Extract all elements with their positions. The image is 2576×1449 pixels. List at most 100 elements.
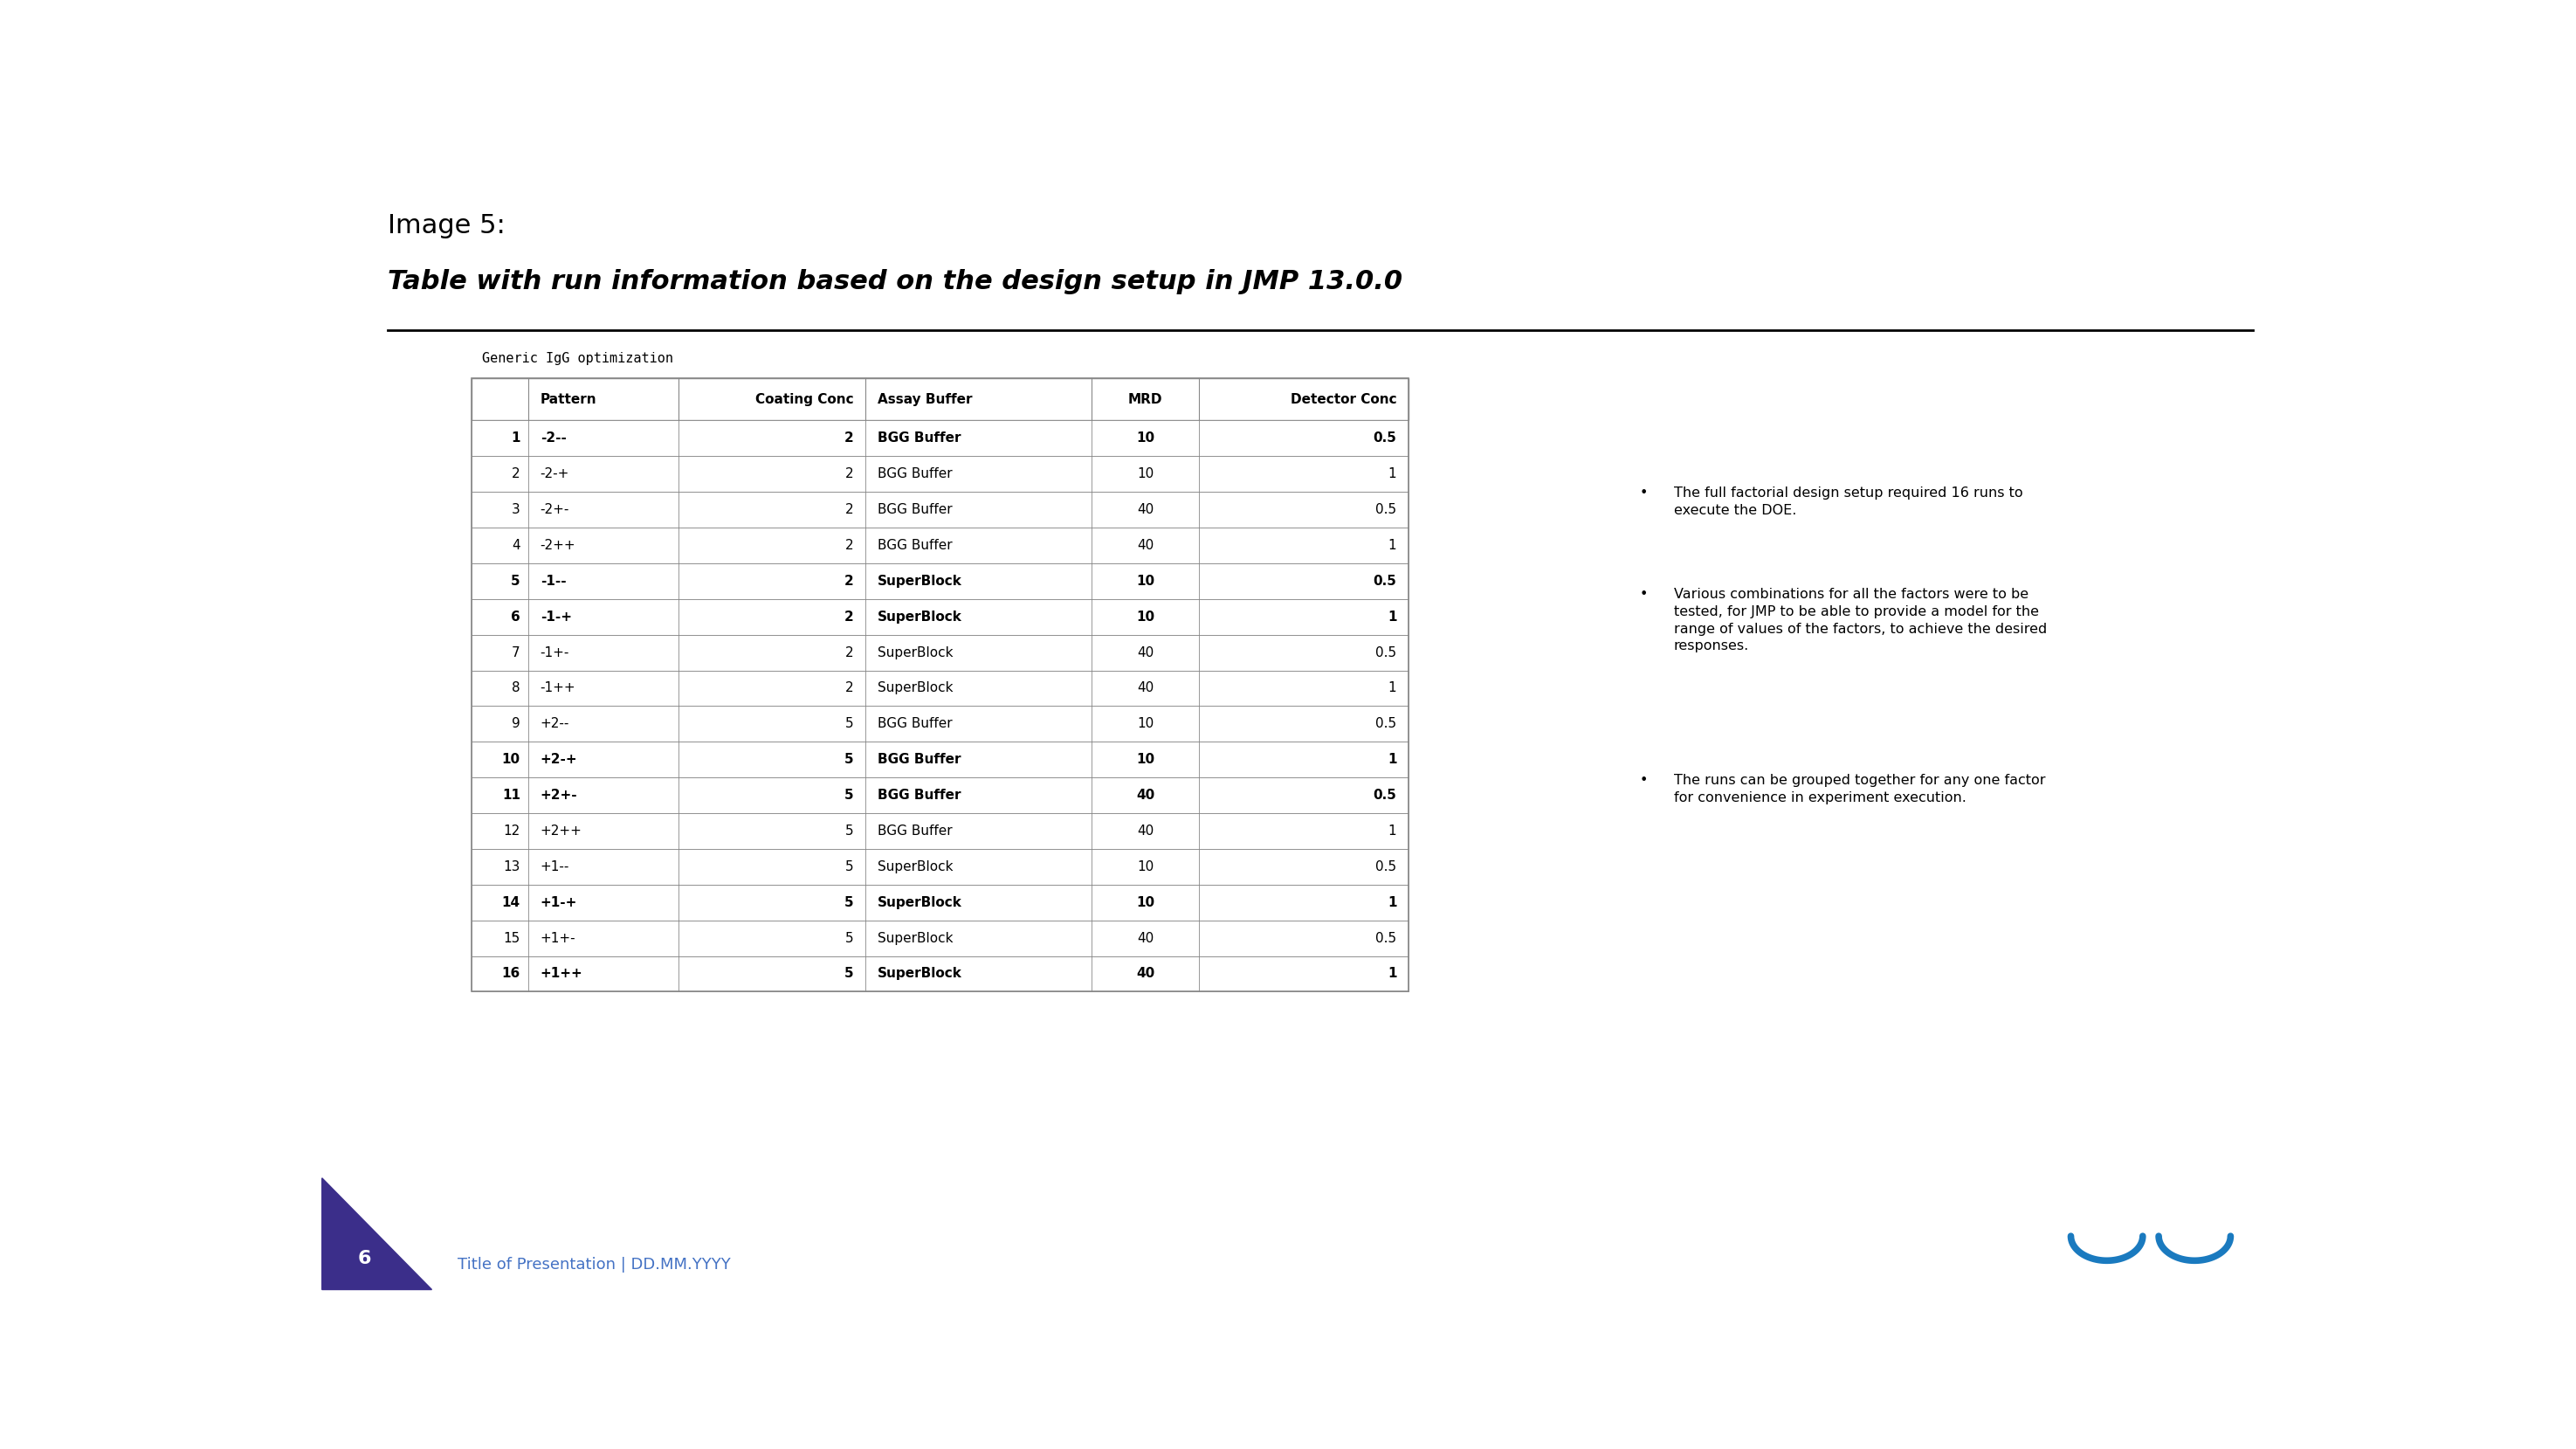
- Text: 0.5: 0.5: [1376, 717, 1396, 730]
- Bar: [471, 920, 1409, 956]
- Text: 9: 9: [513, 717, 520, 730]
- Bar: [471, 378, 1409, 991]
- Text: 40: 40: [1136, 646, 1154, 659]
- Text: •: •: [1641, 487, 1649, 500]
- Text: 10: 10: [1136, 432, 1154, 445]
- Text: 2: 2: [845, 468, 853, 481]
- Text: Title of Presentation | DD.MM.YYYY: Title of Presentation | DD.MM.YYYY: [459, 1258, 732, 1272]
- Text: 40: 40: [1136, 824, 1154, 838]
- Text: +2--: +2--: [541, 717, 569, 730]
- Text: Table with run information based on the design setup in JMP 13.0.0: Table with run information based on the …: [389, 268, 1404, 294]
- Text: 5: 5: [845, 788, 853, 801]
- Text: Image 5:: Image 5:: [389, 213, 505, 238]
- Text: +1--: +1--: [541, 861, 569, 874]
- Text: 5: 5: [845, 861, 853, 874]
- Bar: [471, 378, 1409, 420]
- Text: SuperBlock: SuperBlock: [878, 646, 953, 659]
- Text: 1: 1: [1388, 610, 1396, 623]
- Text: 6: 6: [358, 1249, 371, 1266]
- Text: 5: 5: [845, 932, 853, 945]
- Text: -2-+: -2-+: [541, 468, 569, 481]
- Text: 0.5: 0.5: [1376, 646, 1396, 659]
- Text: 40: 40: [1136, 681, 1154, 694]
- Bar: [471, 706, 1409, 742]
- Text: -1--: -1--: [541, 575, 567, 588]
- Text: 0.5: 0.5: [1373, 432, 1396, 445]
- Bar: [471, 491, 1409, 527]
- Text: SuperBlock: SuperBlock: [878, 861, 953, 874]
- Text: 6: 6: [510, 610, 520, 623]
- Text: Assay Buffer: Assay Buffer: [878, 393, 971, 406]
- Text: 0.5: 0.5: [1376, 503, 1396, 516]
- Text: 2: 2: [845, 432, 853, 445]
- Text: -2--: -2--: [541, 432, 567, 445]
- Text: •: •: [1641, 588, 1649, 601]
- Text: 3: 3: [513, 503, 520, 516]
- Text: 4: 4: [513, 539, 520, 552]
- Text: SuperBlock: SuperBlock: [878, 681, 953, 694]
- Text: 5: 5: [845, 824, 853, 838]
- Bar: [471, 671, 1409, 706]
- Text: 1: 1: [1388, 539, 1396, 552]
- Text: BGG Buffer: BGG Buffer: [878, 432, 961, 445]
- Text: 1: 1: [1388, 753, 1396, 767]
- Text: 5: 5: [845, 717, 853, 730]
- Text: 0.5: 0.5: [1376, 861, 1396, 874]
- Text: •: •: [1641, 774, 1649, 787]
- Text: BGG Buffer: BGG Buffer: [878, 539, 953, 552]
- Text: BGG Buffer: BGG Buffer: [878, 717, 953, 730]
- Text: 40: 40: [1136, 932, 1154, 945]
- Text: SuperBlock: SuperBlock: [878, 575, 963, 588]
- Bar: [471, 813, 1409, 849]
- Text: Generic IgG optimization: Generic IgG optimization: [482, 352, 672, 365]
- Text: 1: 1: [1388, 681, 1396, 694]
- Text: 40: 40: [1136, 968, 1154, 981]
- Bar: [471, 778, 1409, 813]
- Text: SuperBlock: SuperBlock: [878, 968, 963, 981]
- Text: 2: 2: [845, 503, 853, 516]
- Bar: [471, 635, 1409, 671]
- Text: 10: 10: [1136, 895, 1154, 909]
- Bar: [471, 420, 1409, 456]
- Text: Pattern: Pattern: [541, 393, 598, 406]
- Bar: [471, 956, 1409, 991]
- Text: SuperBlock: SuperBlock: [878, 610, 963, 623]
- Text: SuperBlock: SuperBlock: [878, 895, 963, 909]
- Text: +1++: +1++: [541, 968, 582, 981]
- Bar: [471, 527, 1409, 564]
- Text: +2++: +2++: [541, 824, 582, 838]
- Text: 10: 10: [1136, 861, 1154, 874]
- Text: BGG Buffer: BGG Buffer: [878, 503, 953, 516]
- Text: 16: 16: [502, 968, 520, 981]
- Bar: [471, 598, 1409, 635]
- Text: 10: 10: [1136, 753, 1154, 767]
- Bar: [471, 742, 1409, 778]
- Text: 7: 7: [513, 646, 520, 659]
- Text: -1++: -1++: [541, 681, 577, 694]
- Text: 5: 5: [510, 575, 520, 588]
- Text: -2++: -2++: [541, 539, 577, 552]
- Text: 5: 5: [845, 968, 853, 981]
- Bar: [471, 884, 1409, 920]
- Text: 10: 10: [1136, 717, 1154, 730]
- Text: 40: 40: [1136, 503, 1154, 516]
- Text: 40: 40: [1136, 539, 1154, 552]
- Text: 1: 1: [1388, 824, 1396, 838]
- Bar: [471, 849, 1409, 884]
- Text: BGG Buffer: BGG Buffer: [878, 468, 953, 481]
- Bar: [471, 564, 1409, 598]
- Text: 0.5: 0.5: [1376, 932, 1396, 945]
- Text: 12: 12: [502, 824, 520, 838]
- Text: 1: 1: [1388, 468, 1396, 481]
- Text: 2: 2: [845, 539, 853, 552]
- Text: 11: 11: [502, 788, 520, 801]
- Text: 2: 2: [845, 681, 853, 694]
- Text: Coating Conc: Coating Conc: [755, 393, 853, 406]
- Text: BGG Buffer: BGG Buffer: [878, 753, 961, 767]
- Text: +2+-: +2+-: [541, 788, 577, 801]
- Text: 1: 1: [510, 432, 520, 445]
- Text: +1-+: +1-+: [541, 895, 577, 909]
- Text: 2: 2: [845, 610, 853, 623]
- Text: 13: 13: [502, 861, 520, 874]
- Text: -1+-: -1+-: [541, 646, 569, 659]
